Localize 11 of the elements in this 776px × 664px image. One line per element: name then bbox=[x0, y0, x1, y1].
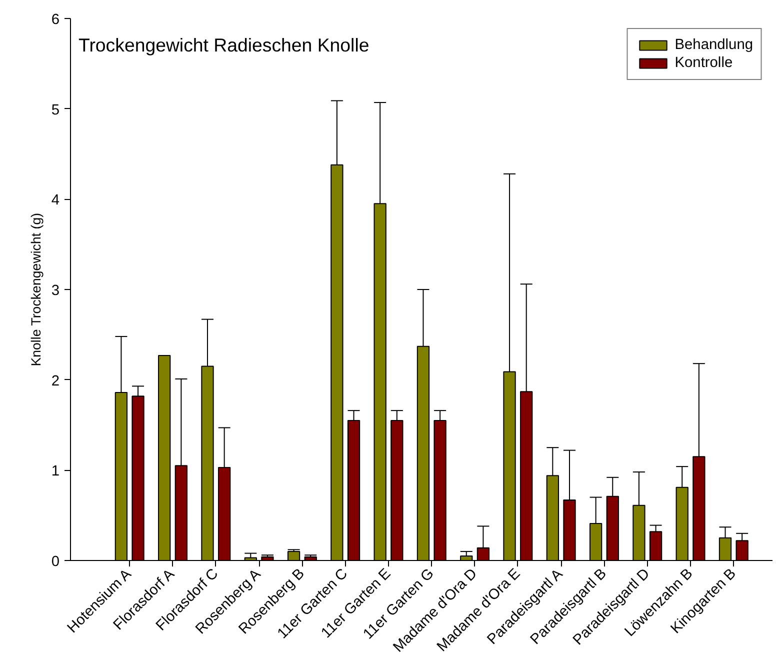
y-tick-label: 5 bbox=[51, 102, 60, 118]
text: Trockengewicht Radieschen Knolle bbox=[78, 34, 370, 56]
y-tick-label: 4 bbox=[51, 192, 60, 209]
y-tick-label: 1 bbox=[51, 464, 60, 480]
legend-label: Behandlung bbox=[674, 37, 753, 53]
y-tick-label: 6 bbox=[51, 12, 60, 28]
legend-label: Kontrolle bbox=[674, 55, 733, 71]
y-tick-label: 0 bbox=[51, 554, 60, 570]
y-tick-label: 3 bbox=[51, 283, 60, 299]
y-tick-label: 2 bbox=[51, 373, 60, 390]
y-axis-title: Knolle Trockengewicht (g) bbox=[28, 212, 44, 366]
